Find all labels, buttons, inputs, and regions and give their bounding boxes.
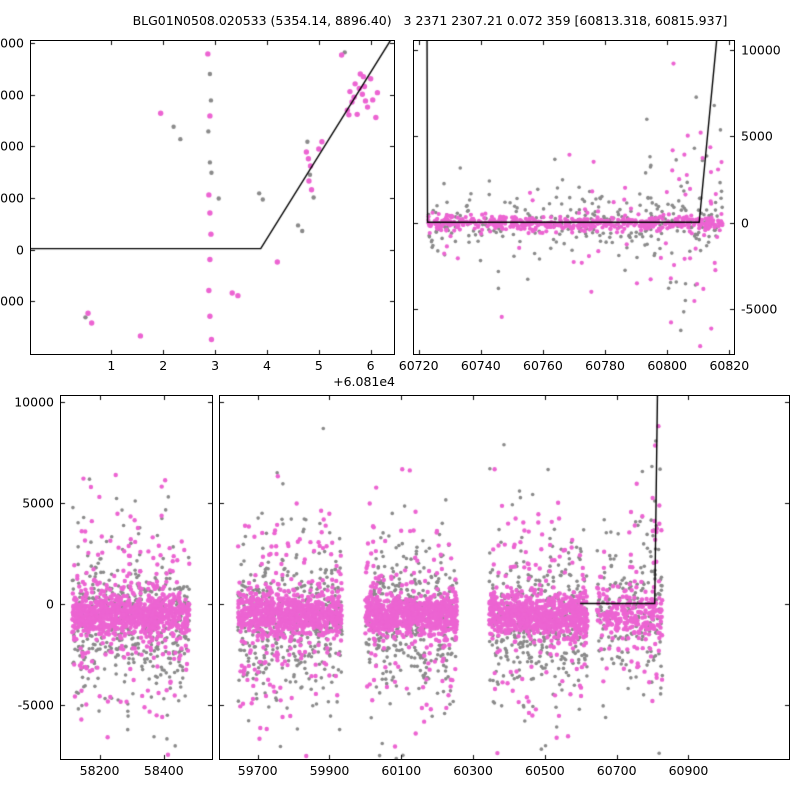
y-tick-label: 0 [46, 596, 54, 612]
y-tick-label: 3000 [0, 87, 24, 103]
x-tick-label: 6 [366, 358, 375, 373]
x-tick-label: 59700 [237, 763, 278, 778]
y-tick-label: -5000 [17, 697, 54, 713]
x-tick-label: 60100 [381, 763, 422, 778]
x-tick-label: 58400 [143, 763, 184, 778]
x-tick-label: 60700 [596, 763, 637, 778]
x-tick-label: 60820 [709, 358, 750, 373]
x-tick-label: 60300 [453, 763, 493, 778]
y-tick-label: 10000 [14, 394, 54, 410]
x-tick-label: 60500 [524, 763, 565, 778]
x-tick-label: 58200 [79, 763, 120, 778]
y-tick-label: 2000 [0, 138, 24, 154]
y-tick-label: 4000 [0, 35, 24, 51]
x-tick-label: 60740 [460, 358, 501, 373]
x-tick-label: 5 [314, 358, 323, 373]
x-tick-label: 1 [107, 358, 116, 373]
y-tick-label: 10000 [741, 42, 781, 58]
axes-peak-zoom-plot [30, 40, 395, 355]
y-tick-label: 5000 [22, 495, 54, 511]
axes-full-lightcurve-left [60, 395, 213, 760]
plot-canvas-zoom [31, 41, 394, 354]
axes-full-lightcurve-right [219, 395, 790, 760]
x-tick-label: 2 [159, 358, 168, 373]
plot-canvas-mid [414, 41, 734, 354]
x-tick-label: 4 [262, 358, 271, 373]
axes-current-season-plot [413, 40, 735, 355]
y-tick-label: -1000 [0, 293, 24, 309]
y-tick-label: 5000 [741, 128, 773, 144]
x-tick-label: 60720 [398, 358, 439, 373]
y-tick-label: 0 [741, 215, 749, 231]
x-tick-label: 3 [211, 358, 220, 373]
y-tick-label: 0 [16, 242, 24, 258]
x-tick-label: 59900 [309, 763, 350, 778]
x-tick-label: 60760 [523, 358, 563, 373]
x-tick-label: 60780 [585, 358, 625, 373]
x-tick-label: 60900 [668, 763, 709, 778]
y-tick-label: 1000 [0, 190, 24, 206]
x-axis-offset-label: +6.081e4 [333, 374, 395, 389]
x-tick-label: 60800 [647, 358, 688, 373]
plot-canvas-bleft [61, 396, 212, 759]
y-tick-label: -5000 [741, 301, 778, 317]
figure-title: BLG01N0508.020533 (5354.14, 8896.40) 3 2… [132, 13, 728, 28]
plot-canvas-bright [220, 396, 789, 759]
